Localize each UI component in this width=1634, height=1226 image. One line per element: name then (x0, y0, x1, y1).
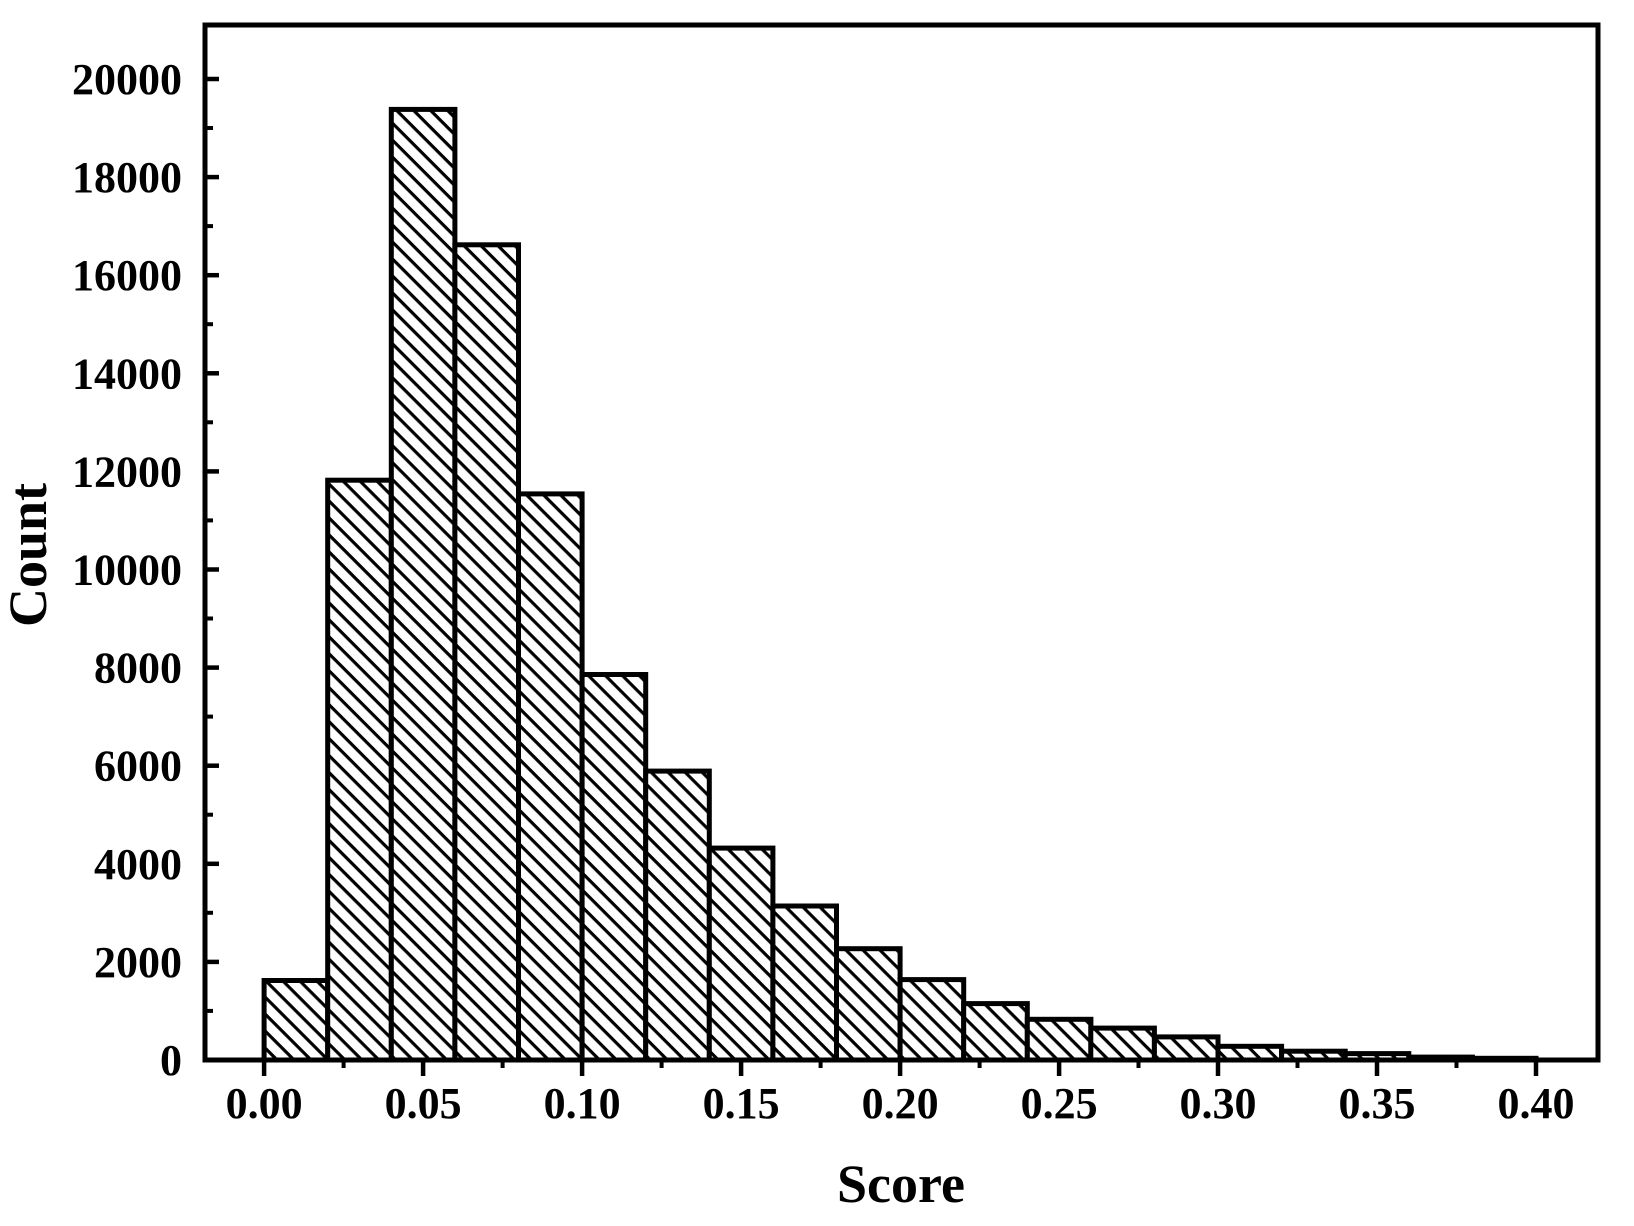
histogram-bar (388, 106, 458, 1063)
y-tick-label: 0 (160, 1036, 182, 1085)
histogram-bar (1151, 1034, 1221, 1063)
histogram-bar (579, 672, 649, 1063)
x-tick-label: 0.00 (226, 1079, 303, 1128)
x-axis-title: Score (837, 1154, 965, 1214)
y-tick-label: 2000 (94, 938, 182, 987)
histogram-bar (516, 491, 585, 1063)
y-tick-label: 8000 (94, 644, 182, 693)
y-axis-title: Count (0, 483, 58, 627)
histogram-bar (643, 768, 712, 1063)
x-tick-label: 0.05 (385, 1079, 462, 1128)
y-tick-label: 20000 (72, 55, 182, 104)
x-tick-label: 0.30 (1180, 1079, 1257, 1128)
bars-group (261, 106, 1539, 1063)
histogram-bar (261, 978, 331, 1063)
x-tick-label: 0.35 (1339, 1079, 1416, 1128)
histogram-bar (1088, 1025, 1157, 1063)
x-tick-label: 0.40 (1498, 1079, 1575, 1128)
histogram-bar (1024, 1016, 1094, 1063)
histogram-bar (706, 845, 776, 1063)
histogram-bar (452, 242, 521, 1063)
y-tick-label: 16000 (72, 251, 182, 300)
histogram-bar (770, 903, 840, 1063)
y-tick-label: 6000 (94, 742, 182, 791)
histogram-bar (325, 477, 394, 1063)
x-tick-label: 0.15 (703, 1079, 780, 1128)
x-tick-label: 0.25 (1021, 1079, 1098, 1128)
y-tick-label: 14000 (72, 349, 182, 398)
y-tick-label: 10000 (72, 546, 182, 595)
tick-labels-group: 0 2000 4000 6000 8000 10000 12000 14000 16000 180… (72, 55, 1575, 1128)
y-tick-label: 12000 (72, 447, 182, 496)
x-tick-label: 0.10 (544, 1079, 621, 1128)
ticks-group (205, 76, 1539, 1076)
x-tick-label: 0.20 (862, 1079, 939, 1128)
y-tick-label: 18000 (72, 153, 182, 202)
histogram-bar (961, 1001, 1030, 1063)
y-tick-label: 4000 (94, 840, 182, 889)
histogram-bar (897, 977, 967, 1063)
histogram-bar (834, 946, 903, 1063)
